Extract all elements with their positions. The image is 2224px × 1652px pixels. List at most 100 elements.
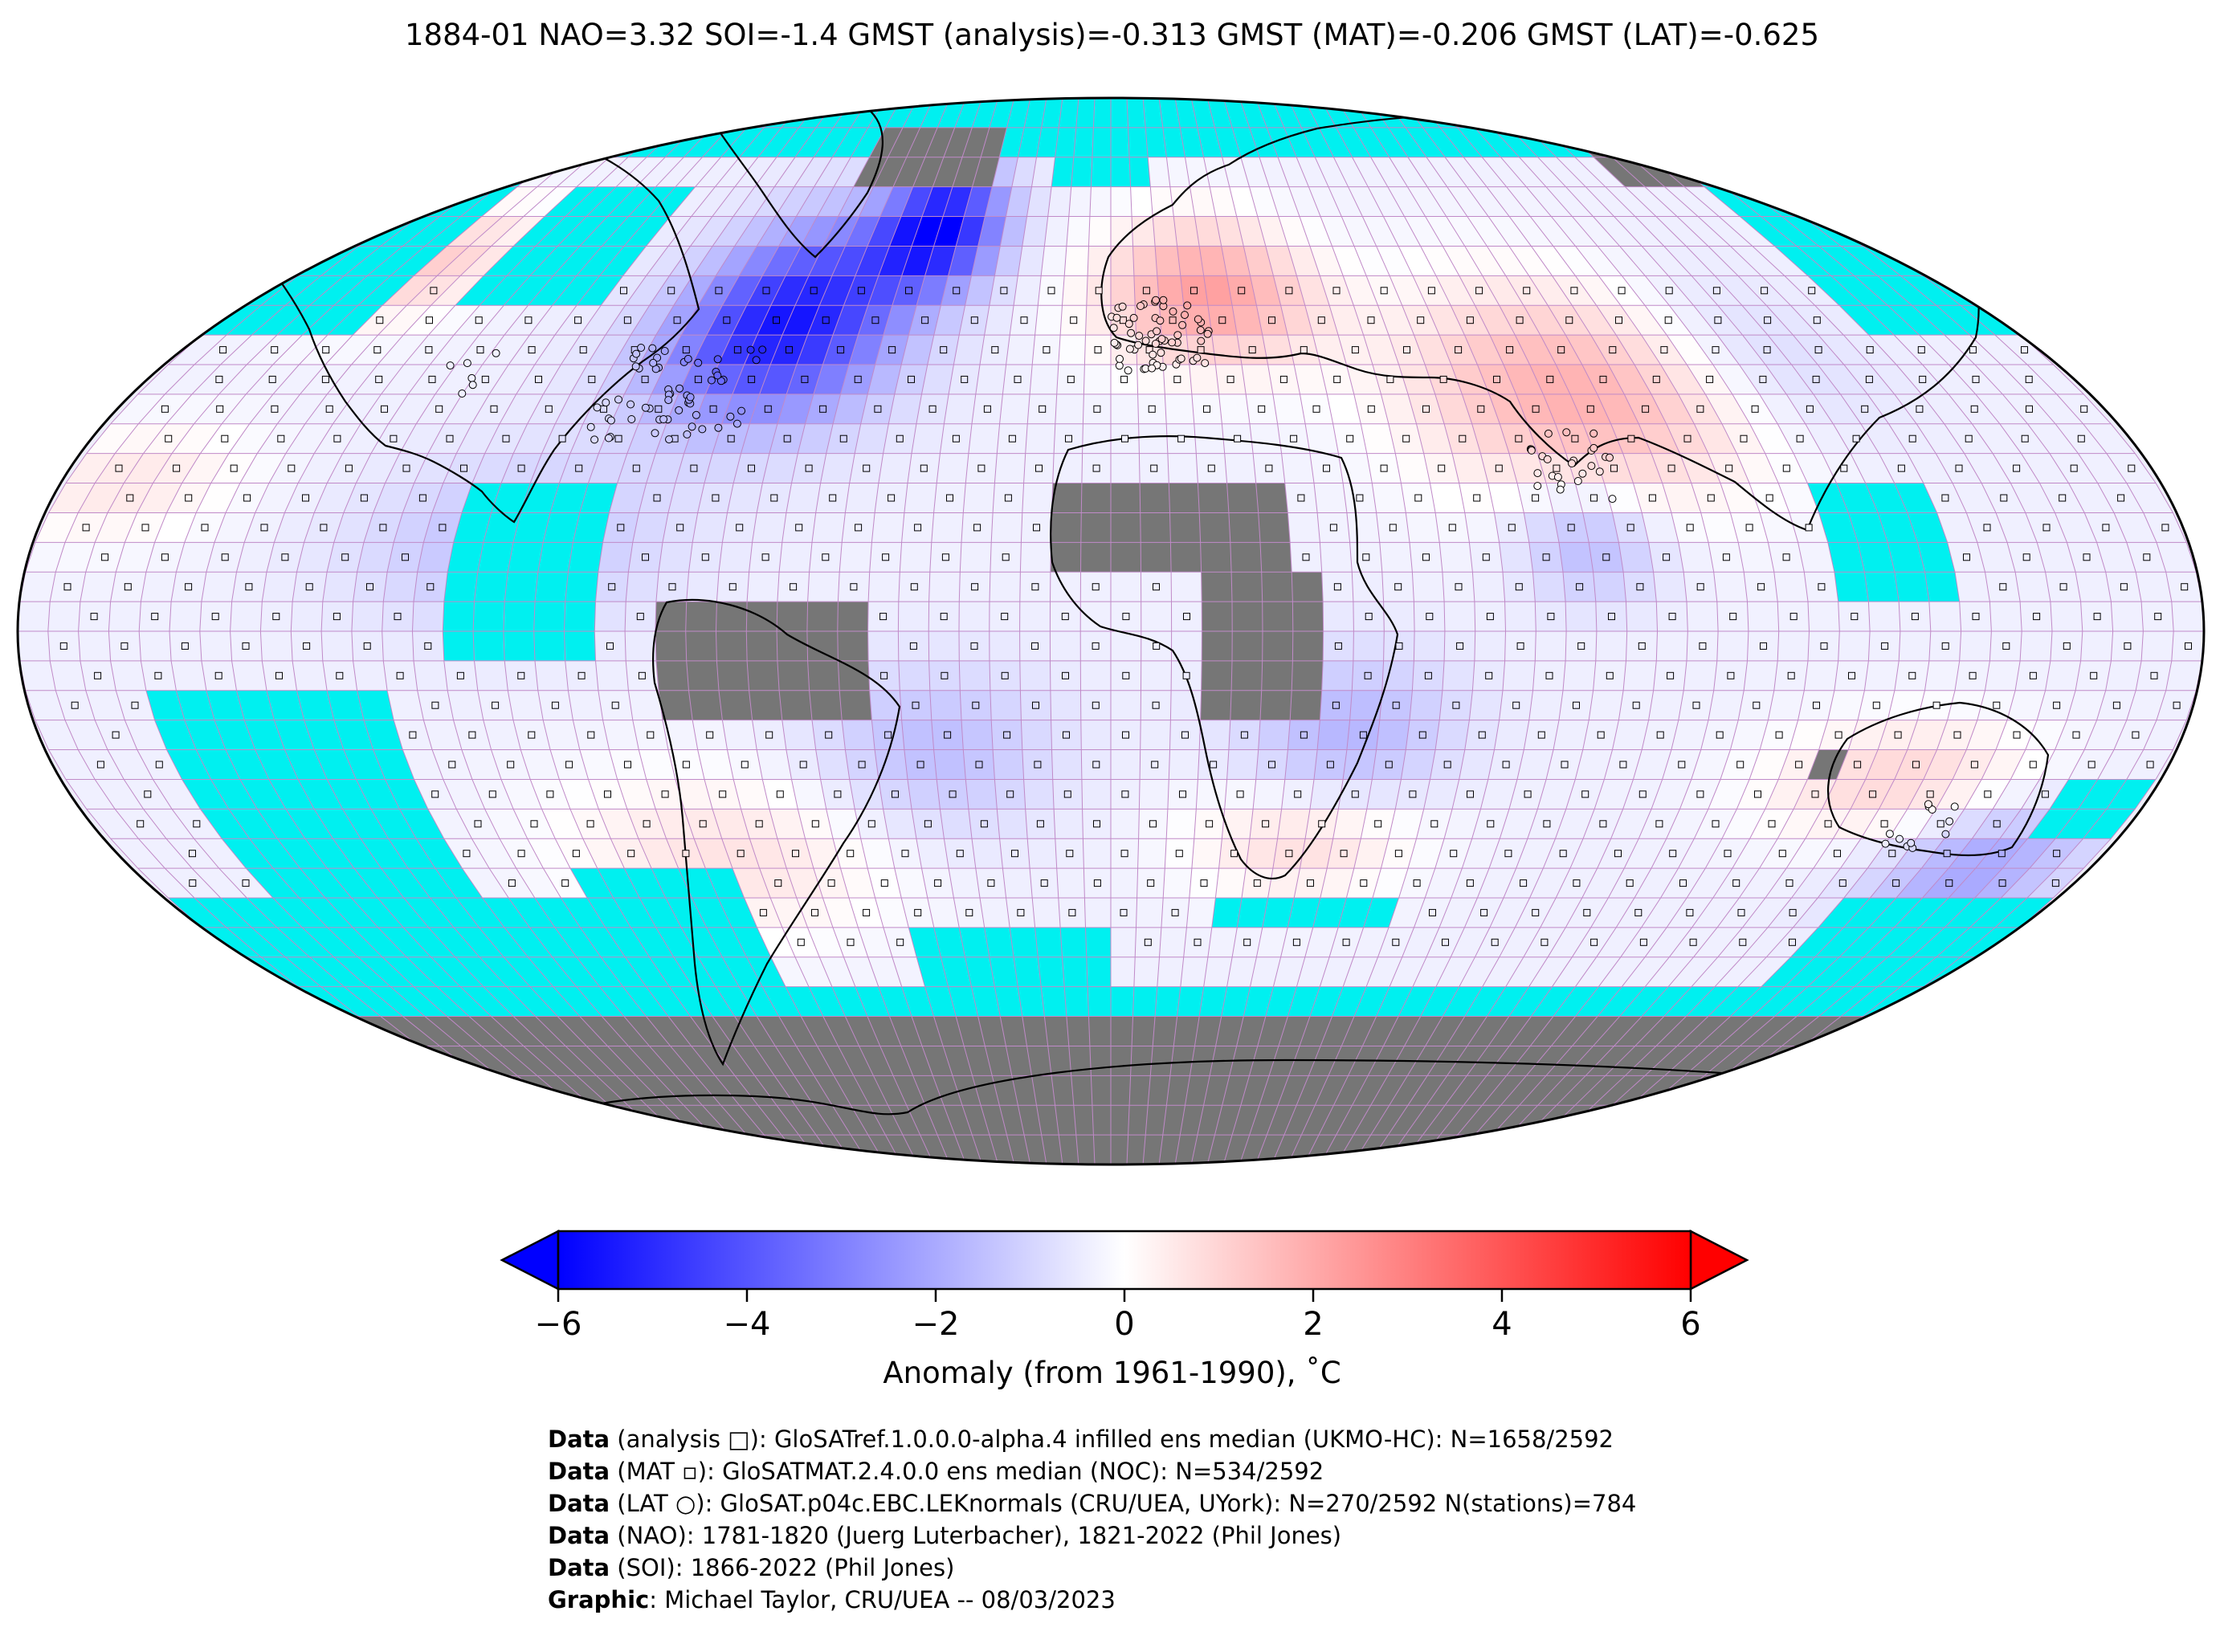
missing-cell [948, 986, 978, 1017]
anomaly-cell [1553, 720, 1589, 750]
anomaly-cell [2096, 542, 2136, 573]
anomaly-cell [1416, 423, 1453, 454]
no-data-cell [716, 631, 748, 661]
no-data-cell [1467, 1016, 1509, 1046]
anomaly-cell [1634, 868, 1679, 898]
anomaly-cell [482, 335, 530, 365]
anomaly-cell [1407, 186, 1447, 217]
anomaly-cell [1111, 246, 1134, 276]
missing-cell [959, 927, 990, 957]
anomaly-cell [1515, 335, 1557, 365]
no-data-cell [1545, 1046, 1594, 1076]
missing-cell [1854, 957, 1912, 987]
anomaly-cell [2075, 572, 2112, 602]
missing-cell [1312, 898, 1347, 928]
colorbar-label: Anomaly (from 1961-1990), ˚C [883, 1356, 1341, 1390]
no-data-cell [646, 1016, 692, 1046]
missing-cell [1127, 98, 1146, 128]
anomaly-cell [1022, 483, 1053, 513]
no-data-cell [1066, 1016, 1090, 1046]
no-data-cell [1585, 1046, 1635, 1076]
anomaly-cell [1555, 809, 1595, 839]
anomaly-cell [296, 542, 334, 573]
no-data-cell [739, 1105, 781, 1136]
no-data-cell [1292, 631, 1324, 661]
anomaly-cell [1249, 423, 1282, 454]
anomaly-cell [617, 779, 656, 810]
anomaly-cell [417, 542, 454, 573]
missing-cell [357, 690, 394, 720]
missing-cell [832, 127, 868, 157]
anomaly-cell [1747, 602, 1779, 631]
missing-cell [1041, 98, 1063, 128]
anomaly-cell [972, 838, 1003, 869]
anomaly-cell [1111, 275, 1136, 306]
anomaly-cell [1752, 246, 1808, 276]
anomaly-cell [1622, 957, 1670, 987]
anomaly-cell [2021, 453, 2069, 483]
anomaly-cell [1954, 572, 1990, 602]
missing-cell [1237, 898, 1268, 928]
missing-cell [285, 809, 333, 839]
missing-cell [333, 275, 391, 306]
missing-cell [1111, 986, 1134, 1017]
anomaly-cell [471, 838, 516, 869]
anomaly-cell [523, 186, 577, 217]
anomaly-cell [692, 246, 735, 276]
anomaly-cell [1226, 957, 1257, 987]
no-data-cell [623, 1016, 671, 1046]
anomaly-cell [236, 542, 275, 573]
no-data-cell [839, 690, 872, 720]
anomaly-cell [2037, 542, 2076, 573]
no-data-cell [972, 1135, 998, 1165]
anomaly-cell [387, 690, 424, 720]
no-data-cell [1292, 602, 1324, 631]
anomaly-cell [588, 453, 627, 483]
anomaly-cell [191, 868, 247, 898]
anomaly-cell [1660, 365, 1706, 394]
anomaly-cell [520, 749, 560, 780]
no-data-cell [684, 1105, 730, 1136]
anomaly-cell [1169, 749, 1200, 780]
missing-cell [1919, 898, 1975, 928]
no-data-cell [1389, 1075, 1428, 1106]
anomaly-cell [1708, 779, 1750, 810]
anomaly-cell [579, 749, 618, 780]
anomaly-cell [1280, 305, 1313, 336]
missing-cell [302, 927, 358, 957]
anomaly-cell [1041, 246, 1067, 276]
missing-cell [1790, 927, 1844, 957]
anomaly-cell [779, 542, 812, 573]
anomaly-cell [479, 305, 528, 336]
missing-cell [484, 246, 536, 276]
anomaly-cell [1395, 453, 1430, 483]
no-data-cell [1422, 1105, 1464, 1136]
anomaly-cell [977, 216, 1006, 247]
no-data-cell [1761, 1016, 1819, 1046]
credit-line: Data (NAO): 1781-1820 (Juerg Luterbacher… [548, 1519, 1636, 1552]
missing-cell [297, 986, 359, 1017]
anomaly-cell [2067, 690, 2106, 720]
anomaly-cell [1504, 365, 1544, 394]
anomaly-cell [655, 157, 703, 187]
anomaly-cell [719, 542, 753, 573]
missing-cell [579, 216, 629, 247]
missing-cell [623, 216, 671, 247]
anomaly-cell [727, 483, 763, 513]
missing-cell [206, 690, 245, 720]
missing-cell [228, 809, 278, 839]
anomaly-cell [1014, 275, 1042, 306]
anomaly-cell [1111, 957, 1136, 987]
anomaly-cell [1653, 572, 1687, 602]
no-data-cell [859, 1046, 894, 1076]
anomaly-cell [1535, 631, 1567, 661]
anomaly-cell [1516, 749, 1554, 780]
anomaly-cell [1370, 157, 1408, 187]
no-data-cell [1173, 1016, 1200, 1046]
anomaly-cell [777, 394, 814, 424]
anomaly-cell [949, 868, 980, 898]
no-data-cell [989, 1135, 1014, 1165]
missing-cell [1818, 898, 1871, 928]
anomaly-cell [1888, 809, 1936, 839]
anomaly-cell [868, 572, 900, 602]
